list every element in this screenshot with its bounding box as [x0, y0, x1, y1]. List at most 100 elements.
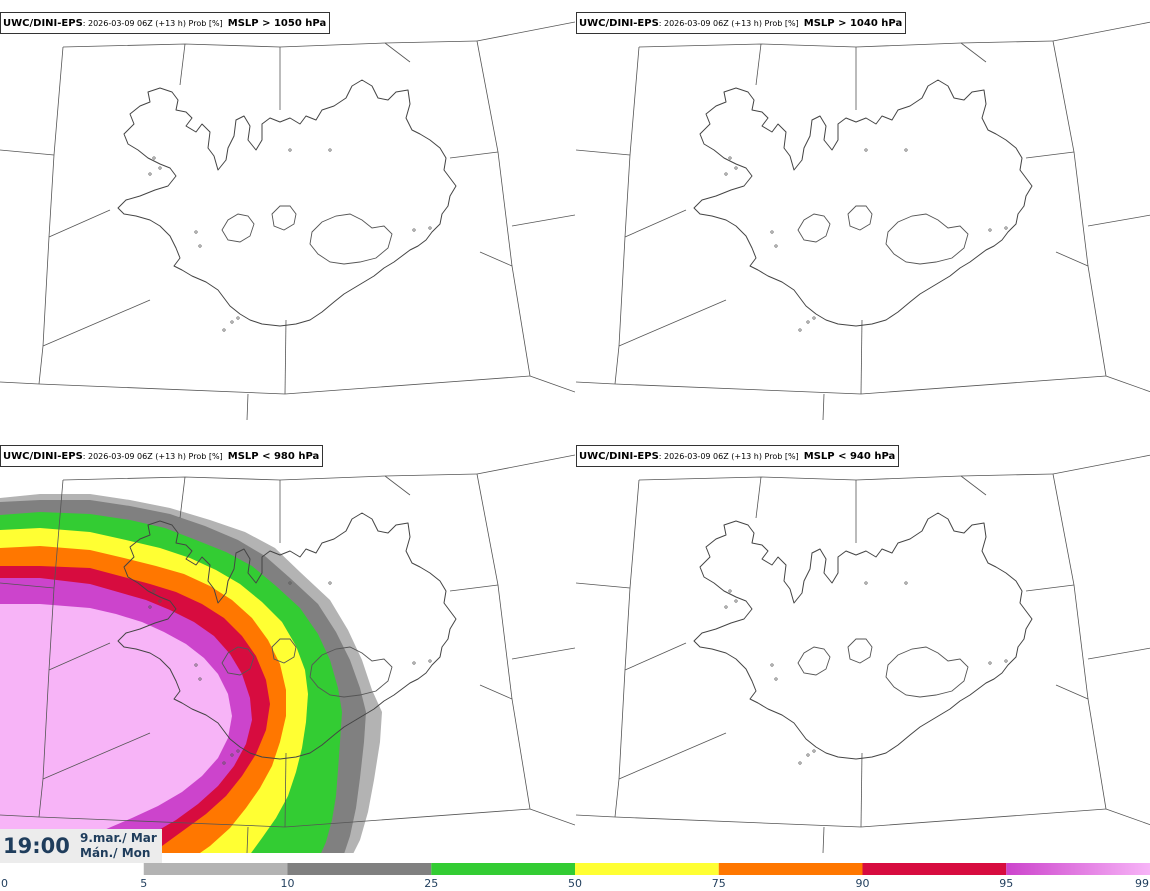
islet [728, 156, 732, 160]
colorbar-segment [575, 863, 719, 875]
islet [222, 761, 226, 765]
grid-line [1052, 40, 1107, 377]
islet [428, 226, 432, 230]
grid-line [38, 46, 64, 385]
islet [806, 320, 810, 324]
colorbar-tick-label: 90 [856, 877, 870, 890]
probability-colorbar: 0 5 10 25 50 75 90 95 99 [1, 863, 1150, 890]
islet [158, 166, 162, 170]
grid-line [179, 476, 186, 519]
islet [812, 316, 816, 320]
model-name: UWC/DINI-EPS [579, 451, 659, 462]
grid-line [62, 40, 478, 48]
grid-line [48, 642, 111, 671]
grid-line [624, 642, 687, 671]
grid-line [284, 752, 287, 828]
islet [194, 663, 198, 667]
grid-line [1052, 21, 1150, 42]
grid-line [618, 732, 727, 780]
iceland-map [0, 21, 575, 420]
coastline [693, 512, 1033, 765]
grid-line [284, 319, 287, 395]
iceland-coastline [693, 79, 1033, 327]
islet [806, 753, 810, 757]
islet [236, 749, 240, 753]
islet [236, 316, 240, 320]
glacier-outline [797, 213, 831, 243]
iceland-coastline [117, 79, 457, 327]
islet [798, 761, 802, 765]
glacier-outline [221, 213, 255, 243]
grid-line [860, 752, 863, 828]
threshold-label: MSLP > 1040 hPa [803, 18, 903, 29]
grid-line [48, 209, 111, 238]
islet [770, 230, 774, 234]
glacier-outline [847, 205, 873, 231]
colorbar-segment [718, 863, 863, 875]
grid-line [960, 42, 987, 63]
islet [428, 659, 432, 663]
grid-line [614, 479, 640, 818]
islet [1004, 659, 1008, 663]
grid-line [618, 299, 727, 347]
islet [288, 148, 292, 152]
grid-line [614, 808, 1107, 828]
grid-line [479, 684, 513, 700]
map-panel-mslp-gt-1040: UWC/DINI-EPS: 2026-03-09 06Z (+13 h) Pro… [576, 0, 1150, 420]
islet [198, 244, 202, 248]
threshold-label: MSLP < 980 hPa [227, 451, 320, 462]
grid-line [246, 393, 249, 420]
grid-line [511, 647, 575, 660]
iceland-map [576, 21, 1150, 420]
glacier-outline [221, 646, 255, 676]
iceland-coastline [693, 512, 1033, 760]
threshold-label: MSLP < 940 hPa [803, 451, 896, 462]
run-info: : 2026-03-09 06Z (+13 h) Prob [%] [658, 452, 799, 461]
panel-title: UWC/DINI-EPS: 2026-03-09 06Z (+13 h) Pro… [0, 12, 331, 34]
islet [148, 605, 152, 609]
grid-line [384, 475, 411, 496]
islet [734, 599, 738, 603]
grid-line [179, 43, 186, 86]
islet [194, 230, 198, 234]
grid-line [449, 584, 499, 592]
grid-line [624, 209, 687, 238]
grid-line [42, 732, 151, 780]
model-name: UWC/DINI-EPS [3, 451, 83, 462]
map-panel-mslp-lt-980: UWC/DINI-EPS: 2026-03-09 06Z (+13 h) Pro… [0, 433, 575, 853]
glacier-outline [885, 213, 969, 265]
islet [724, 605, 728, 609]
grid-line [755, 476, 762, 519]
grid-line [822, 826, 825, 853]
islet [812, 749, 816, 753]
grid-line [638, 473, 1054, 481]
islet [728, 589, 732, 593]
run-info: : 2026-03-09 06Z (+13 h) Prob [%] [658, 19, 799, 28]
grid-line [860, 319, 863, 395]
grid-lines [0, 21, 575, 420]
grid-line [960, 475, 987, 496]
grid-line [755, 43, 762, 86]
grid-line [576, 381, 616, 385]
grid-line [476, 21, 575, 42]
grid-line [576, 814, 616, 818]
islet [864, 148, 868, 152]
islet [774, 244, 778, 248]
grid-lines [0, 454, 575, 853]
threshold-label: MSLP > 1050 hPa [227, 18, 327, 29]
islet [222, 328, 226, 332]
islet [988, 661, 992, 665]
iceland-map [0, 454, 575, 853]
grid-line [42, 299, 151, 347]
islet [412, 661, 416, 665]
grid-lines [576, 454, 1150, 853]
glacier-outline [309, 646, 393, 698]
colorbar-tick-label: 0 [1, 877, 8, 890]
glacier-outline [797, 646, 831, 676]
grid-line [1052, 473, 1107, 810]
glacier-outline [847, 638, 873, 664]
grid-line [1055, 251, 1089, 267]
glacier-outline [271, 638, 297, 664]
panel-title: UWC/DINI-EPS: 2026-03-09 06Z (+13 h) Pro… [0, 445, 324, 467]
islet [774, 677, 778, 681]
